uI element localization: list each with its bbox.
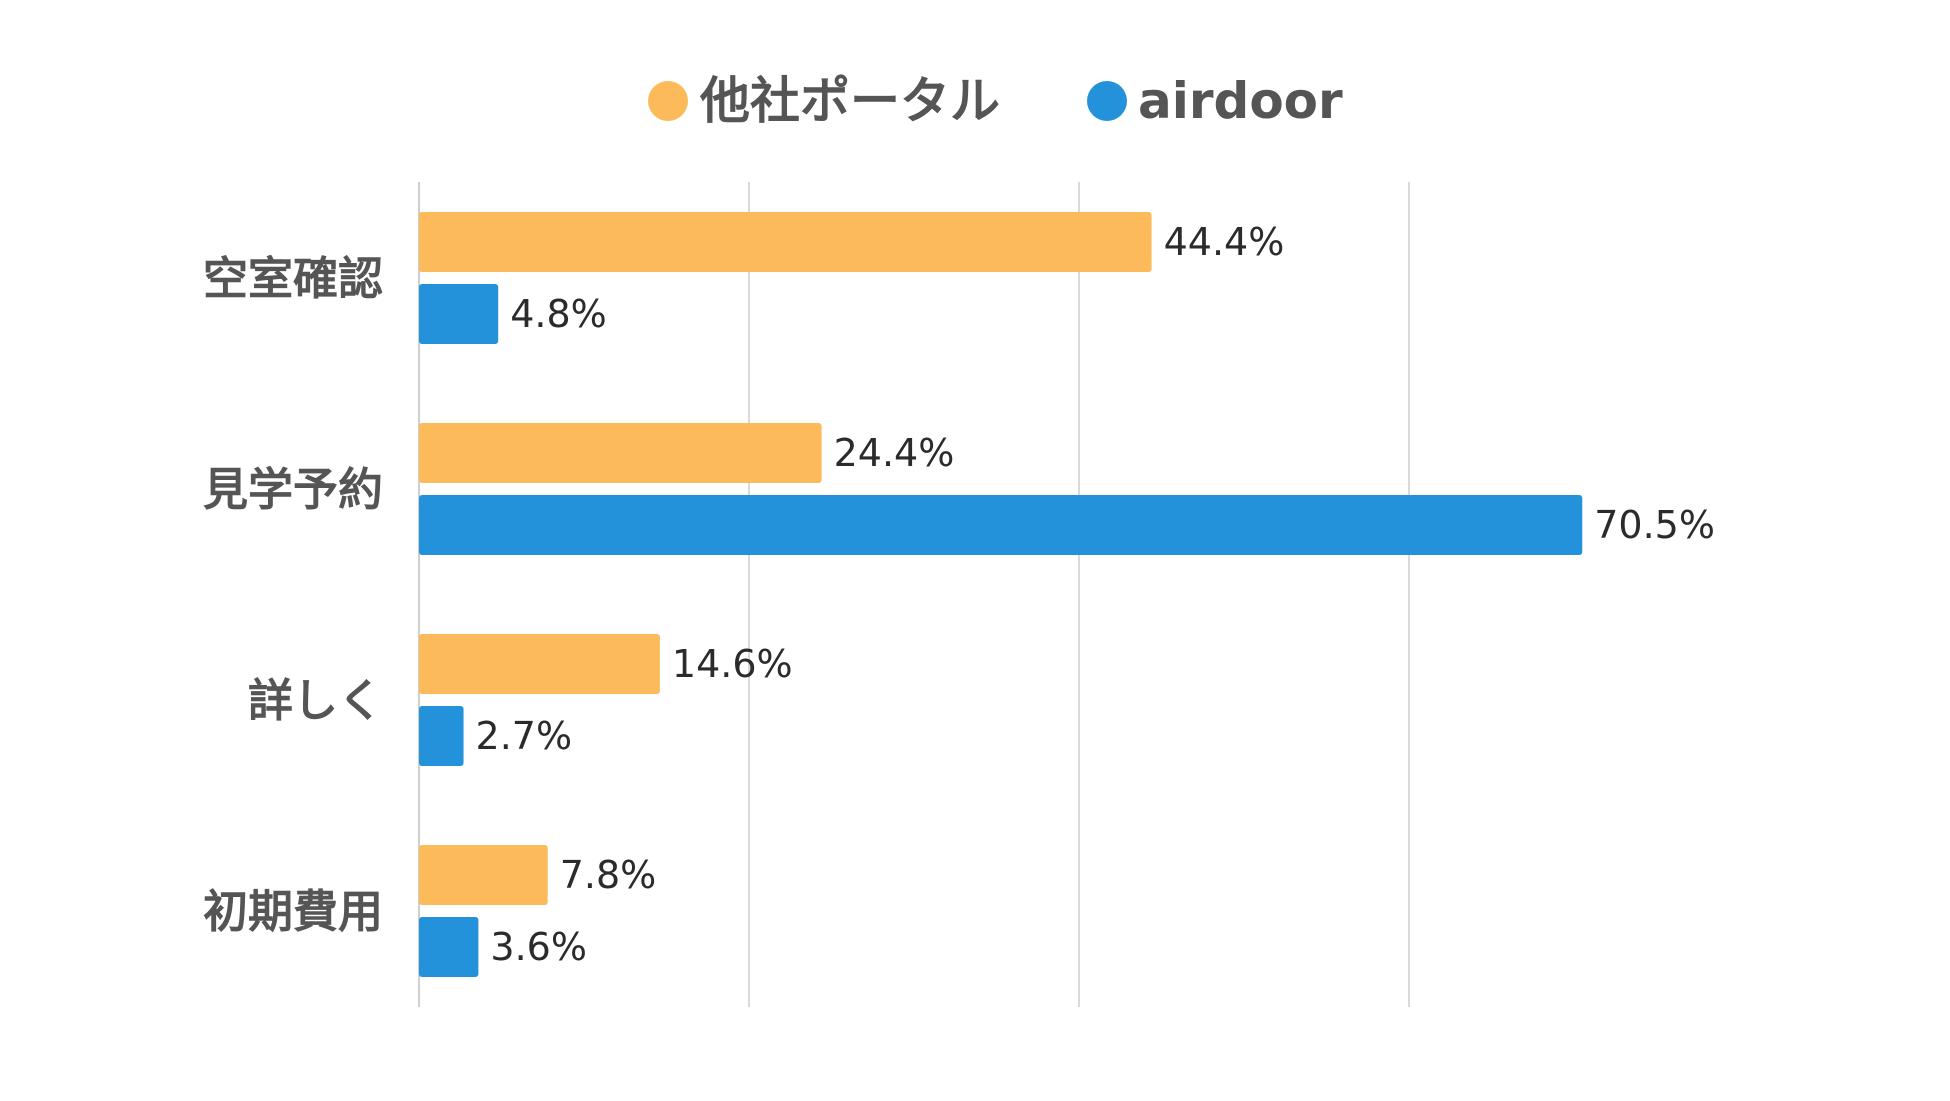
bar-1-1 bbox=[419, 212, 1152, 272]
data-label-1-1: 44.4% bbox=[1164, 220, 1285, 264]
legend-swatch-series-2 bbox=[1087, 81, 1127, 121]
data-label-2-2: 70.5% bbox=[1594, 503, 1715, 547]
data-label-1-2: 24.4% bbox=[834, 431, 955, 475]
bars bbox=[419, 212, 1583, 977]
legend-label-series-2: airdoor bbox=[1138, 72, 1343, 130]
data-labels: 44.4% 4.8% 24.4% 70.5% 14.6% 2.7% 7.8% 3.6% bbox=[476, 220, 1715, 969]
bar-2-3 bbox=[419, 706, 464, 766]
category-label-3: 詳しく bbox=[248, 674, 383, 727]
bar-1-3 bbox=[419, 634, 660, 694]
data-label-2-3: 2.7% bbox=[476, 714, 573, 758]
bar-2-2 bbox=[419, 495, 1583, 555]
data-label-1-4: 7.8% bbox=[560, 853, 657, 897]
legend-item-series-2: airdoor bbox=[1087, 72, 1343, 130]
legend-item-series-1: 他社ポータル bbox=[648, 72, 1000, 130]
data-label-2-1: 4.8% bbox=[510, 292, 607, 336]
bar-1-2 bbox=[419, 423, 822, 483]
category-label-1: 空室確認 bbox=[203, 252, 383, 305]
bar-2-4 bbox=[419, 917, 479, 977]
bar-1-4 bbox=[419, 845, 548, 905]
legend-swatch-series-1 bbox=[648, 81, 688, 121]
category-label-4: 初期費用 bbox=[203, 885, 383, 938]
data-label-2-4: 3.6% bbox=[490, 925, 587, 969]
category-label-2: 見学予約 bbox=[203, 463, 383, 516]
legend: 他社ポータル airdoor bbox=[648, 72, 1343, 130]
legend-label-series-1: 他社ポータル bbox=[699, 72, 1000, 130]
bar-2-1 bbox=[419, 284, 499, 344]
data-label-1-3: 14.6% bbox=[672, 642, 793, 686]
